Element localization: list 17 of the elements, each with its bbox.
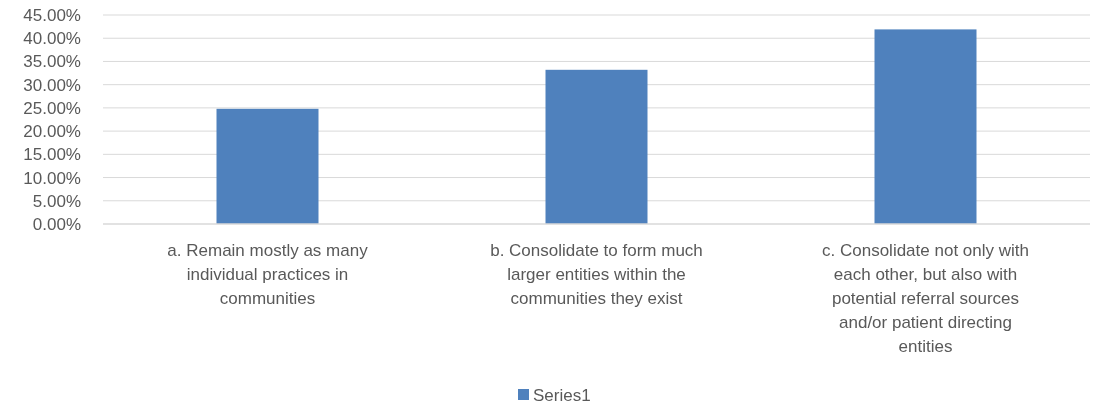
- y-tick-label: 40.00%: [23, 29, 81, 49]
- y-tick-label: 25.00%: [23, 98, 81, 118]
- bar: [216, 108, 319, 224]
- bar: [545, 69, 648, 224]
- y-tick-label: 35.00%: [23, 52, 81, 72]
- bar: [874, 29, 977, 224]
- legend-label: Series1: [533, 385, 591, 405]
- y-tick-label: 10.00%: [23, 168, 81, 188]
- x-tick-label: b. Consolidate to form much larger entities within the communities they exist: [490, 241, 703, 308]
- x-tick-label: a. Remain mostly as many individual practices in communities: [167, 241, 369, 308]
- y-tick-label: 45.00%: [23, 5, 81, 25]
- y-tick-label: 5.00%: [32, 191, 81, 211]
- x-tick-label: c. Consolidate not only with each other, but also with potential referral sources and/or patient directing entities: [822, 241, 1029, 356]
- y-tick-label: 0.00%: [32, 214, 81, 234]
- y-tick-label: 30.00%: [23, 75, 81, 95]
- y-tick-label: 20.00%: [23, 122, 81, 142]
- y-tick-label: 15.00%: [23, 145, 81, 165]
